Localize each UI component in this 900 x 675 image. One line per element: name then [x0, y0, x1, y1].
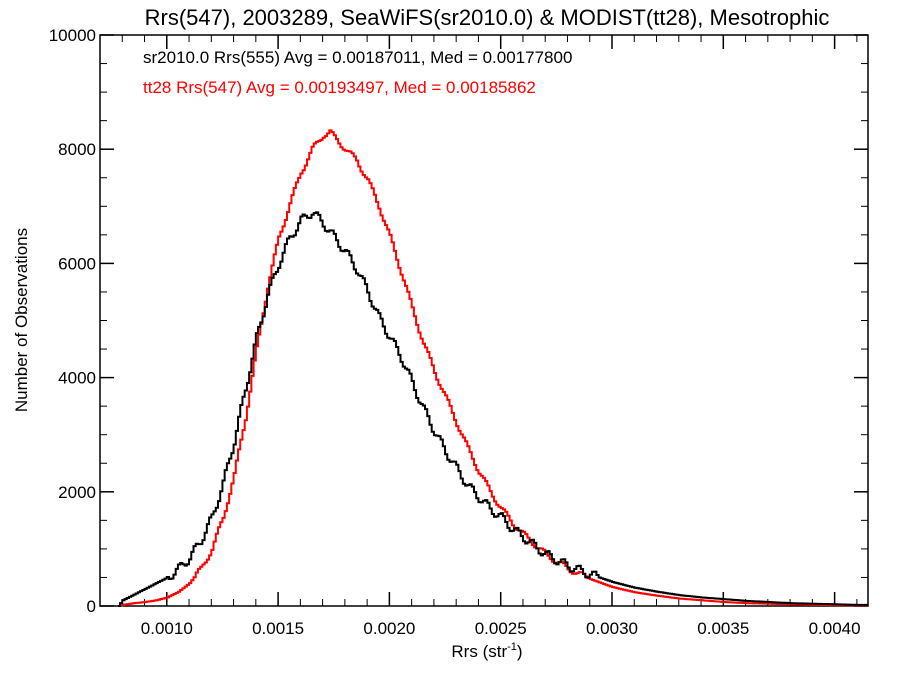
y-tick-label: 2000: [58, 483, 96, 502]
y-axis-label: Number of Observations: [12, 228, 31, 412]
legend-entry-tt28: tt28 Rrs(547) Avg = 0.00193497, Med = 0.…: [143, 78, 536, 97]
y-tick-label: 6000: [58, 254, 96, 273]
y-tick-label: 8000: [58, 140, 96, 159]
y-tick-label: 10000: [49, 26, 96, 45]
y-axis: 0 2000 4000 6000 8000 10000: [49, 26, 868, 616]
x-tick-label: 0.0015: [252, 619, 304, 638]
y-tick-label: 4000: [58, 369, 96, 388]
legend-entry-sr2010: sr2010.0 Rrs(555) Avg = 0.00187011, Med …: [143, 48, 572, 67]
series-line-tt28: [117, 129, 868, 607]
chart-title: Rrs(547), 2003289, SeaWiFS(sr2010.0) & M…: [145, 5, 830, 30]
legend: sr2010.0 Rrs(555) Avg = 0.00187011, Med …: [143, 48, 572, 97]
x-tick-label: 0.0035: [697, 619, 749, 638]
x-axis-label-end: ): [517, 642, 523, 661]
x-tick-label: 0.0025: [475, 619, 527, 638]
x-axis: 0.0010 0.0015 0.0020 0.0025 0.0030 0.0035 0.00…: [99, 35, 861, 638]
x-tick-label: 0.0040: [809, 619, 861, 638]
x-tick-label: 0.0030: [586, 619, 638, 638]
x-axis-label-superscript: -1: [507, 641, 517, 653]
x-tick-label: 0.0020: [363, 619, 415, 638]
series-group: [117, 129, 868, 607]
series-line-sr2010: [117, 211, 868, 607]
x-tick-label: 0.0010: [141, 619, 193, 638]
x-axis-label-main: Rrs (str: [451, 642, 507, 661]
plot-frame: [99, 34, 869, 607]
y-tick-label: 0: [87, 597, 96, 616]
x-axis-label: Rrs (str-1): [451, 641, 522, 661]
